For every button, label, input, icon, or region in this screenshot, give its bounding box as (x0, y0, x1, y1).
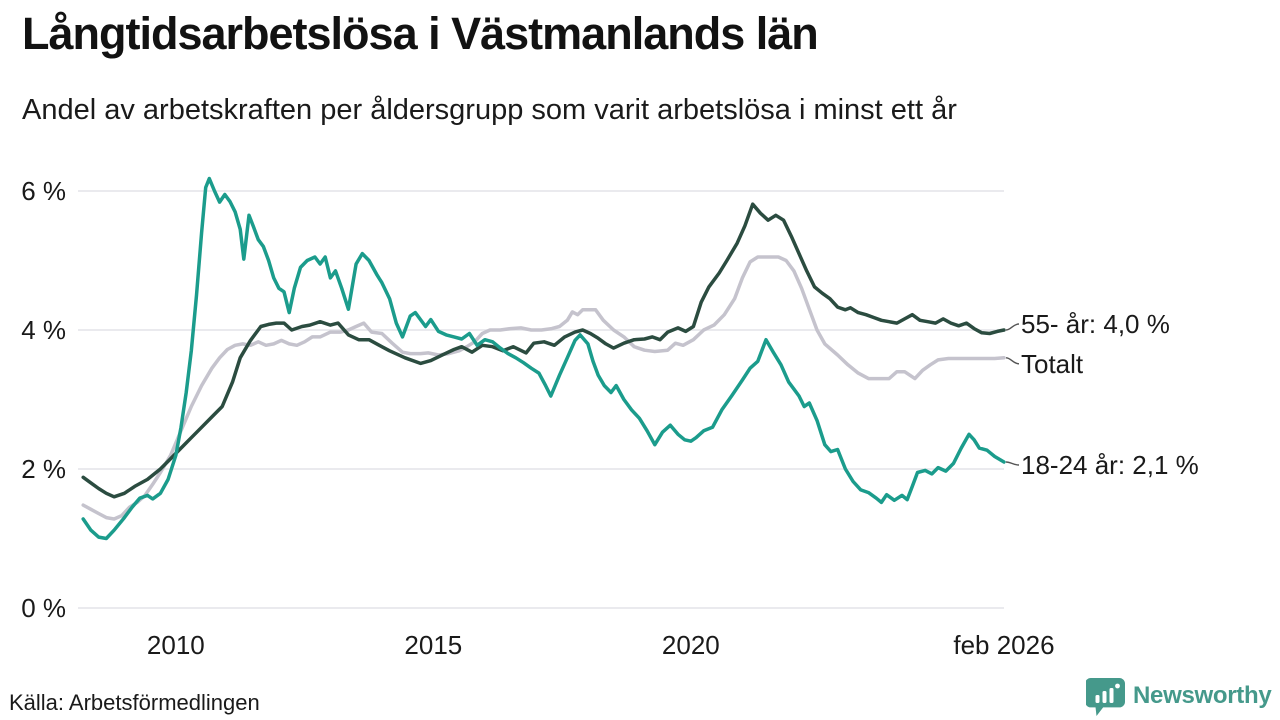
chart-subtitle: Andel av arbetskraften per åldersgrupp s… (22, 94, 957, 126)
series-label-connector-totalt (1005, 357, 1020, 365)
series-line-18-24 (81, 176, 1006, 541)
x-tick-feb-2026: feb 2026 (953, 630, 1055, 660)
y-tick-2pct: 2 % (21, 454, 66, 484)
x-tick-2010: 2010 (146, 630, 205, 660)
series-label-55plus: 55- år: 4,0 % (1021, 309, 1170, 339)
newsworthy-wordmark: Newsworthy (1133, 682, 1272, 709)
series-label-connector-55plus (1005, 323, 1020, 331)
series-label-connector-18-24 (1005, 461, 1020, 466)
y-tick-0pct: 0 % (21, 593, 66, 623)
series-label-totalt: Totalt (1021, 348, 1084, 379)
y-tick-6pct: 6 % (21, 176, 66, 206)
newsworthy-logo: Newsworthy (1085, 677, 1272, 720)
x-tick-2015: 2015 (404, 630, 463, 660)
series-line-totalt (81, 255, 1006, 521)
newsworthy-bubble-chart-icon (1085, 677, 1126, 720)
series-line-55plus (81, 202, 1006, 499)
x-tick-2020: 2020 (661, 630, 720, 660)
source-note: Källa: Arbetsförmedlingen (9, 690, 260, 715)
series-label-18-24: 18-24 år: 2,1 % (1021, 450, 1199, 481)
y-tick-4pct: 4 % (21, 315, 66, 345)
page-title: Långtidsarbetslösa i Västmanlands län (22, 8, 819, 59)
